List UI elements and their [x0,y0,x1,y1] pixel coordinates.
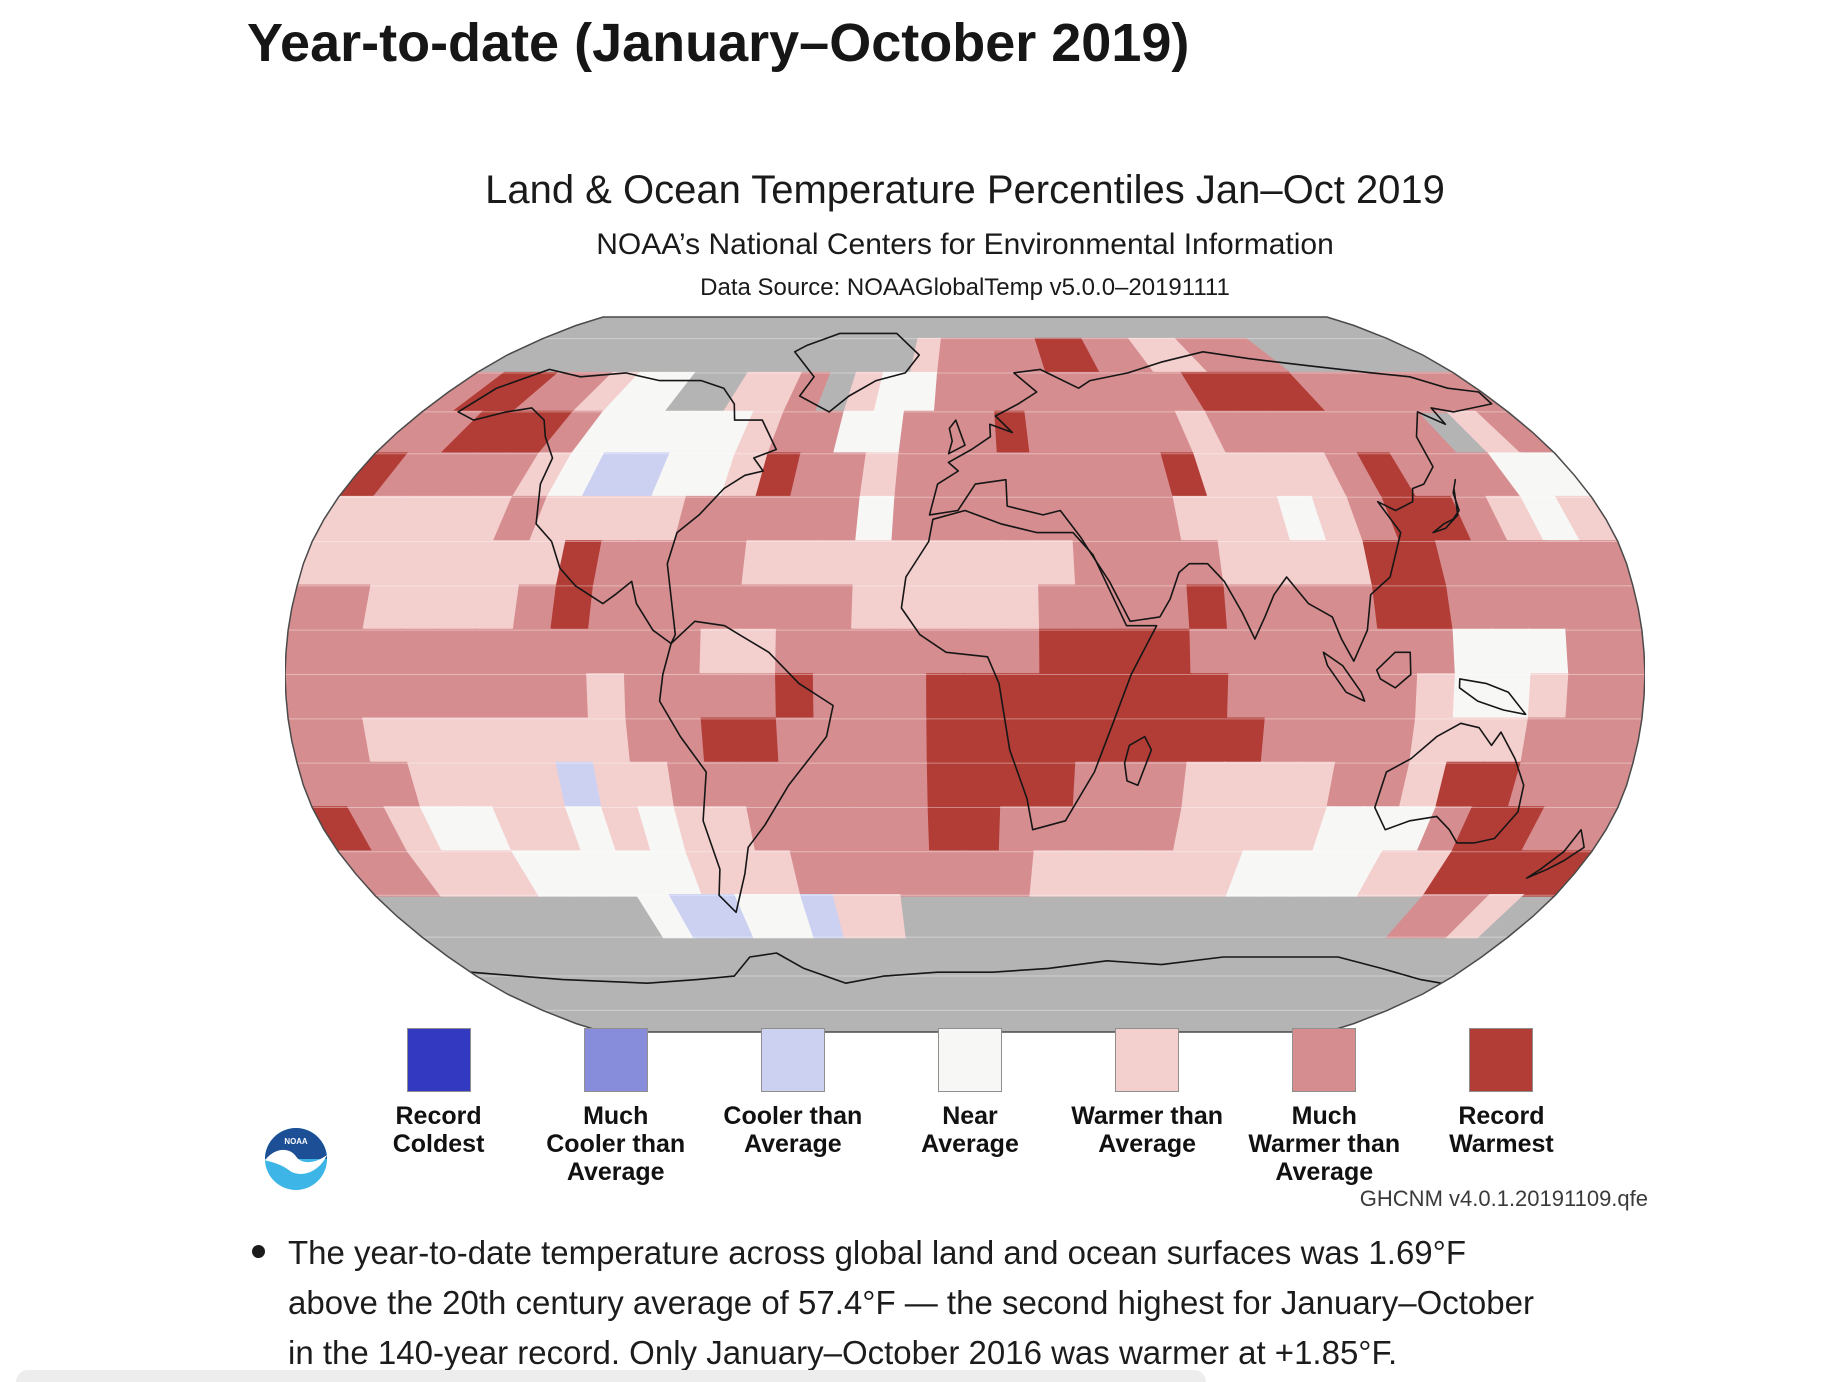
legend-label: Warmer than Average [1071,1102,1224,1158]
legend-swatch [583,1028,648,1092]
world-temperature-percentile-map [285,316,1645,1033]
legend-label: Cooler than Average [723,1102,863,1158]
figure-data-source: Data Source: NOAAGlobalTemp v5.0.0–20191… [700,274,1230,301]
bullet-item: The year-to-date temperature across glob… [252,1228,1562,1378]
page-title: Year-to-date (January–October 2019) [247,13,1190,73]
legend-item: Much Warmer than Average [1236,1028,1413,1186]
legend-item: Warmer than Average [1059,1028,1236,1186]
noaa-logo-icon: NOAA [264,1127,328,1191]
legend-swatch [406,1028,471,1092]
legend-item: Record Warmest [1413,1028,1590,1186]
legend-swatch [937,1028,1002,1092]
legend-label: Much Cooler than Average [546,1102,686,1186]
map-legend: Record Coldest Much Cooler than Average Co… [350,1028,1590,1186]
legend-label: Record Coldest [392,1102,485,1158]
noaa-logo-text: NOAA [284,1137,308,1146]
legend-item: Near Average [881,1028,1058,1186]
legend-item: Record Coldest [350,1028,527,1186]
next-card-top-edge [16,1370,1206,1382]
legend-item: Much Cooler than Average [527,1028,704,1186]
legend-swatch [1115,1028,1180,1092]
figure-version-footnote: GHCNM v4.0.1.20191109.qfe [1359,1186,1648,1211]
legend-swatch [1469,1028,1534,1092]
figure-subtitle: NOAA’s National Centers for Environmenta… [596,228,1334,261]
bullet-text: The year-to-date temperature across glob… [288,1234,1534,1372]
map-svg [285,316,1645,1033]
bullet-marker-icon [252,1245,265,1258]
figure-title: Land & Ocean Temperature Percentiles Jan… [485,168,1445,212]
legend-label: Near Average [921,1102,1019,1158]
legend-label: Record Warmest [1449,1102,1554,1158]
legend-item: Cooler than Average [704,1028,881,1186]
legend-label: Much Warmer than Average [1248,1102,1401,1186]
legend-swatch [760,1028,825,1092]
noaa-logo: NOAA [263,1126,329,1192]
legend-swatch [1292,1028,1357,1092]
